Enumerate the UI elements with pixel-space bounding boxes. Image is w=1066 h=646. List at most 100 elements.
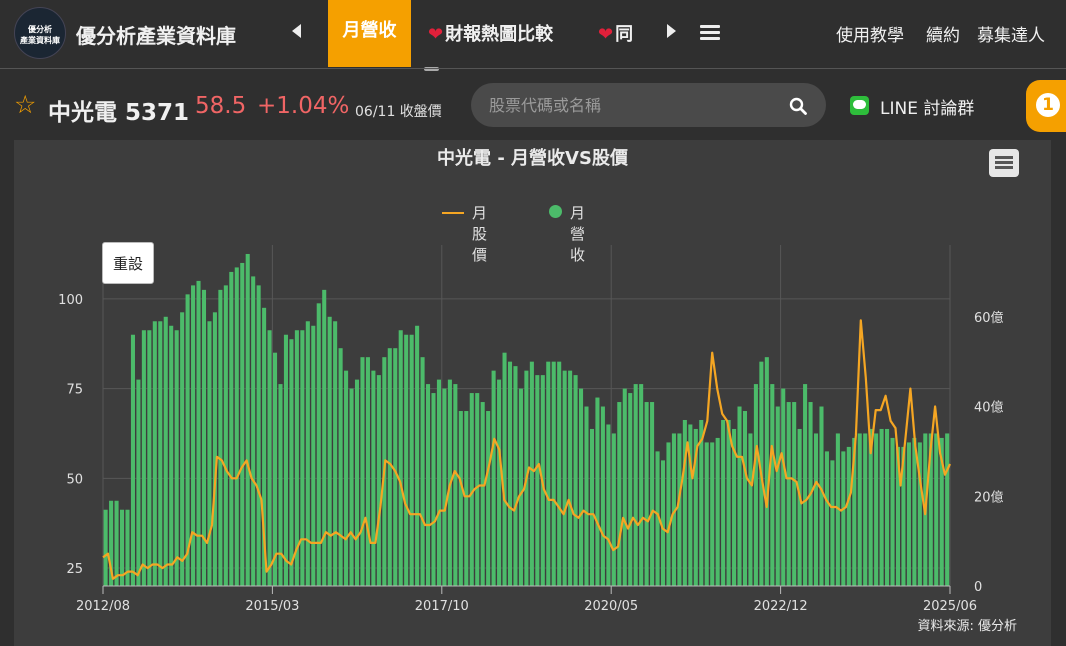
reset-zoom-button[interactable]: 重設 xyxy=(102,242,154,284)
revenue-bar xyxy=(491,370,496,586)
revenue-bar xyxy=(715,437,720,586)
heart-icon: ❤ xyxy=(598,24,614,45)
revenue-bar xyxy=(300,330,305,586)
legend-item-price[interactable]: 月股價 xyxy=(472,204,488,264)
line-group-link[interactable]: LINE 討論群 xyxy=(880,99,975,119)
top-nav: 優分析 產業資料庫 優分析產業資料庫 月營收 ❤ 財報熱圖比較 ❤ 同 使用教學 續… xyxy=(0,0,1066,71)
hamburger-menu-icon[interactable] xyxy=(700,25,720,41)
y-right-tick-label: 60億 xyxy=(974,310,1004,326)
y-left-tick-label: 25 xyxy=(66,562,83,577)
y-right-tick-label: 40億 xyxy=(974,400,1004,416)
revenue-bar xyxy=(163,316,168,586)
chart-menu-icon[interactable] xyxy=(989,149,1019,177)
brand-name[interactable]: 優分析產業資料庫 xyxy=(76,24,236,48)
link-tutorial[interactable]: 使用教學 xyxy=(836,26,904,46)
scroll-left-icon[interactable] xyxy=(292,24,301,38)
notification-badge[interactable]: 1 xyxy=(1026,80,1066,132)
revenue-bar xyxy=(666,442,671,586)
tab-peer[interactable]: ❤ 同 xyxy=(598,20,633,46)
revenue-bar xyxy=(513,366,518,586)
revenue-bar xyxy=(573,375,578,586)
star-icon[interactable]: ☆ xyxy=(14,90,37,119)
revenue-bar xyxy=(497,379,502,586)
revenue-bar xyxy=(344,370,349,586)
scroll-right-icon[interactable] xyxy=(667,24,676,38)
revenue-bar xyxy=(852,437,857,586)
tab-monthly-revenue[interactable]: 月營收 xyxy=(328,0,411,67)
revenue-bar xyxy=(316,303,321,586)
tab-indicator xyxy=(424,67,439,71)
x-tick-label: 2012/08 xyxy=(76,599,130,614)
revenue-bar xyxy=(507,361,513,586)
legend-item-revenue[interactable]: 月營收 xyxy=(570,204,586,264)
revenue-bar xyxy=(376,375,381,586)
revenue-bar xyxy=(753,384,758,586)
revenue-bar xyxy=(103,509,108,586)
revenue-bar xyxy=(721,419,726,586)
revenue-bar xyxy=(393,348,398,586)
price-line xyxy=(102,319,951,580)
revenue-bar xyxy=(671,433,676,586)
revenue-bar xyxy=(404,334,409,586)
revenue-bar xyxy=(278,384,283,586)
revenue-bar xyxy=(792,402,797,586)
search-icon[interactable] xyxy=(789,97,807,115)
revenue-bar xyxy=(874,433,879,586)
search-input[interactable] xyxy=(471,83,826,127)
revenue-bar xyxy=(114,500,119,586)
revenue-bar xyxy=(770,384,775,586)
revenue-bar xyxy=(141,330,146,586)
stock-bar: ☆ 中光電 5371 58.5 +1.04% 06/11 收盤價 LINE 討論… xyxy=(0,70,1066,140)
revenue-bar xyxy=(360,357,365,586)
y-right-tick-label: 0 xyxy=(974,580,982,595)
x-tick-label: 2015/03 xyxy=(245,599,299,614)
nav-divider xyxy=(0,68,1066,69)
revenue-bar xyxy=(584,406,589,586)
revenue-bar xyxy=(196,280,201,586)
revenue-bar xyxy=(639,384,644,586)
revenue-bar xyxy=(415,325,420,586)
revenue-bar xyxy=(835,433,840,586)
revenue-bar xyxy=(398,330,403,586)
revenue-bar xyxy=(371,370,376,586)
legend-dot-swatch xyxy=(549,205,562,218)
revenue-bar xyxy=(130,334,135,586)
revenue-bar xyxy=(218,289,223,586)
revenue-bar xyxy=(152,321,157,586)
revenue-bar xyxy=(890,437,895,586)
revenue-bar xyxy=(617,402,622,586)
link-recruit[interactable]: 募集達人 xyxy=(977,26,1045,46)
revenue-bar xyxy=(628,393,633,586)
x-tick-label: 2017/10 xyxy=(415,599,469,614)
revenue-bar xyxy=(824,451,829,586)
revenue-bar xyxy=(655,451,660,586)
revenue-bar xyxy=(611,433,616,586)
revenue-bar xyxy=(180,312,185,586)
revenue-bar xyxy=(682,419,687,586)
line-app-icon[interactable] xyxy=(850,96,869,115)
revenue-bar xyxy=(136,379,141,586)
brand-logo[interactable]: 優分析 產業資料庫 xyxy=(14,7,66,59)
revenue-bar xyxy=(650,402,655,586)
revenue-bar xyxy=(535,375,540,586)
tab-financial-heatmap[interactable]: ❤ 財報熱圖比較 xyxy=(428,20,553,46)
link-renew[interactable]: 續約 xyxy=(926,26,960,46)
revenue-bar xyxy=(458,411,463,586)
revenue-bar xyxy=(311,325,316,586)
revenue-bar xyxy=(119,509,125,586)
chart-canvas: 25 50 75 100 0 20億 40億 60億 2012/08 2015/03 2017/10… xyxy=(58,245,1004,614)
revenue-bar xyxy=(333,321,338,586)
revenue-bar xyxy=(764,357,769,586)
revenue-bar xyxy=(327,316,332,586)
revenue-bar xyxy=(699,419,704,586)
revenue-bar xyxy=(256,285,261,586)
revenue-bar xyxy=(245,253,250,586)
revenue-bar xyxy=(589,428,595,586)
revenue-bar xyxy=(426,384,431,586)
revenue-bar xyxy=(294,330,299,586)
revenue-bar xyxy=(928,433,933,586)
revenue-bar xyxy=(273,352,278,586)
data-source: 資料來源: 優分析 xyxy=(917,619,1017,634)
revenue-bar xyxy=(475,393,480,586)
revenue-bar xyxy=(885,428,890,586)
